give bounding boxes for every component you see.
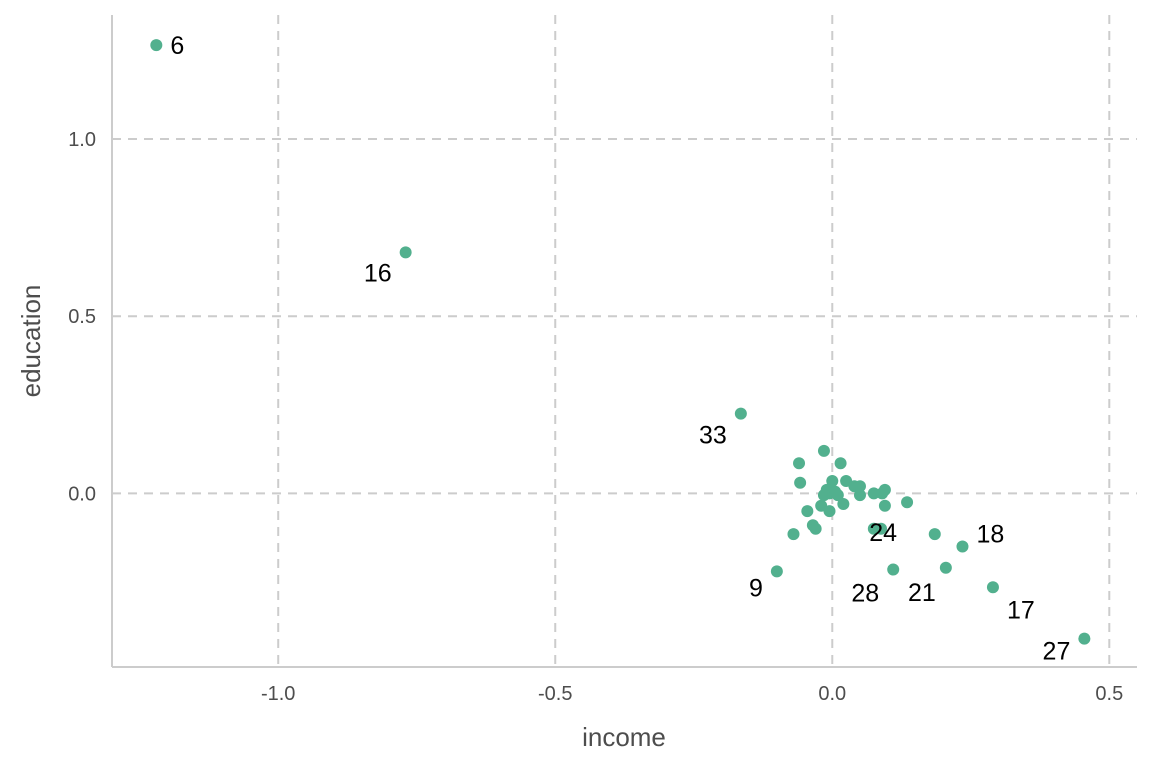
point-label: 27 [1043,638,1071,666]
data-point [817,444,830,457]
data-point [887,563,900,576]
data-point [878,483,891,496]
data-point [853,480,866,493]
data-point [817,489,830,502]
data-points [150,39,1091,645]
x-tick-label: 0.5 [1095,683,1123,705]
point-label: 18 [976,521,1004,549]
data-point [793,457,806,470]
data-point [1078,632,1091,645]
axes [111,15,1137,668]
data-point [787,528,800,541]
data-point [834,457,847,470]
x-tick-label: -1.0 [261,683,295,705]
point-label: 33 [699,422,727,450]
data-point [853,489,866,502]
point-label: 6 [170,32,184,60]
point-label: 24 [869,519,897,547]
data-point [875,522,888,535]
y-tick-label: 0.0 [68,483,96,505]
point-labels: 6 16 33 9 28 21 24 18 17 27 [170,32,1070,666]
data-point [986,581,999,594]
data-point [928,528,941,541]
data-point [770,565,783,578]
data-point [867,487,880,500]
data-point [939,561,952,574]
data-point [837,498,850,510]
data-point [826,474,839,487]
x-axis-title: income [582,722,666,752]
data-point [878,499,891,512]
data-point [150,39,163,52]
point-label: 9 [749,574,763,602]
x-tick-label: -0.5 [538,683,572,705]
data-point [809,522,822,535]
grid-lines [112,15,1137,667]
point-label: 16 [364,259,392,287]
data-point [901,496,914,509]
y-tick-label: 0.5 [68,306,96,328]
data-point [399,246,412,259]
y-tick-labels: 0.0 0.5 1.0 [68,129,96,505]
point-label: 21 [908,579,936,607]
data-point [956,540,969,553]
x-tick-labels: -1.0 -0.5 0.0 0.5 [261,683,1123,705]
x-tick-label: 0.0 [818,683,846,705]
point-label: 28 [851,580,879,608]
data-point [801,505,814,518]
y-tick-label: 1.0 [68,129,96,151]
point-label: 17 [1007,596,1035,624]
data-point [831,489,844,502]
y-axis-title: education [16,285,46,398]
data-point [823,505,836,518]
data-point [734,407,747,420]
data-point [794,476,807,489]
